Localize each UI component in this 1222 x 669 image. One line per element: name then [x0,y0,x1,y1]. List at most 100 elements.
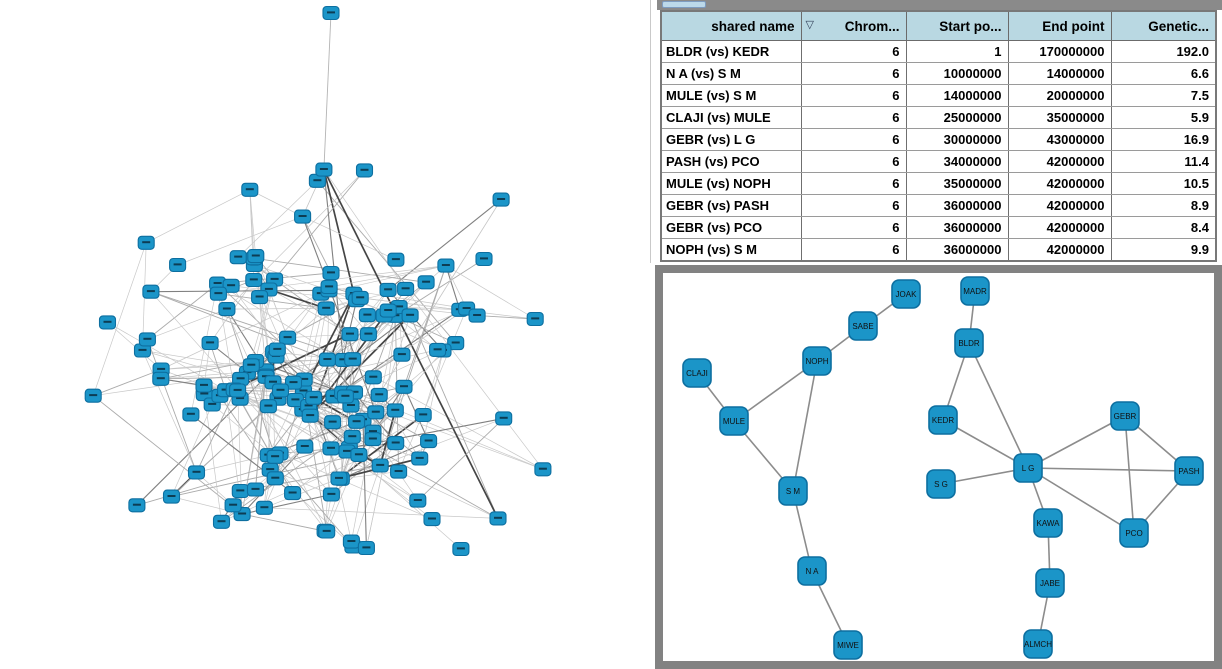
network-node[interactable] [379,282,397,297]
table-cell-chromosome[interactable]: 6 [800,128,907,151]
table-cell-shared-name[interactable]: CLAJI (vs) MULE [660,106,802,129]
network-node[interactable] [371,458,389,473]
table-cell-start-position[interactable]: 36000000 [905,194,1009,217]
network-edge[interactable] [302,216,332,274]
network-node[interactable] [409,493,427,508]
network-node[interactable] [294,209,312,224]
network-node[interactable] [271,383,290,398]
network-node[interactable] [182,407,200,422]
network-node[interactable] [266,449,284,464]
network-edge[interactable] [360,297,460,311]
table-cell-shared-name[interactable]: BLDR (vs) KEDR [660,40,802,63]
network-edge[interactable] [287,333,351,339]
network-node[interactable]: CLAJI [682,358,712,388]
network-edge[interactable] [274,456,354,547]
network-node[interactable] [296,439,314,454]
column-header-end-point[interactable]: End point [1007,10,1112,41]
table-cell-start-position[interactable]: 35000000 [905,172,1009,195]
network-node[interactable] [229,250,247,265]
network-edge[interactable] [150,289,330,293]
network-node[interactable] [284,375,303,390]
network-edge[interactable] [333,300,358,397]
network-edge[interactable] [264,478,340,509]
network-node[interactable] [324,415,342,430]
network-node[interactable]: KAWA [1033,508,1063,538]
network-node[interactable] [429,342,447,357]
network-node[interactable]: S G [926,469,956,499]
sub-network-canvas[interactable]: JOAK SABE NOPH CLAJI MULE S M N A MIWE MADR BLDR K… [663,273,1214,661]
network-node[interactable] [351,290,369,305]
network-node[interactable] [224,498,242,513]
table-cell-genetic[interactable]: 8.4 [1110,216,1217,239]
network-edge[interactable] [150,291,353,360]
table-cell-chromosome[interactable]: 6 [800,62,907,85]
table-row[interactable]: NOPH (vs) S M 6 36000000 42000000 9.9 [660,238,1217,262]
network-edge[interactable] [477,315,536,320]
table-cell-chromosome[interactable]: 6 [800,216,907,239]
network-node[interactable] [222,278,240,293]
network-node[interactable] [343,429,361,444]
table-row[interactable]: GEBR (vs) PASH 6 36000000 42000000 8.9 [660,194,1217,217]
network-edge[interactable] [226,308,327,310]
network-node[interactable] [370,387,388,402]
table-row[interactable]: GEBR (vs) PCO 6 36000000 42000000 8.4 [660,216,1217,239]
network-edge[interactable] [352,308,467,360]
network-node[interactable] [242,358,260,373]
network-node[interactable] [489,511,507,526]
network-edge[interactable] [792,360,818,492]
table-cell-genetic[interactable]: 9.9 [1110,238,1217,262]
table-cell-shared-name[interactable]: GEBR (vs) PASH [660,194,802,217]
table-cell-genetic[interactable]: 16.9 [1110,128,1217,151]
network-node[interactable] [320,279,338,295]
network-node[interactable] [364,432,382,447]
table-cell-shared-name[interactable]: PASH (vs) PCO [660,150,802,173]
network-node[interactable] [367,405,385,420]
network-node[interactable]: BLDR [954,328,984,358]
network-edge[interactable] [362,199,502,420]
network-node[interactable] [417,275,435,290]
table-row[interactable]: MULE (vs) S M 6 14000000 20000000 7.5 [660,84,1217,107]
network-edge[interactable] [237,390,343,394]
network-node[interactable] [437,258,455,273]
network-edge[interactable] [254,264,327,309]
network-node[interactable] [379,303,397,318]
network-node[interactable]: ALMCH [1023,629,1053,659]
table-row[interactable]: GEBR (vs) L G 6 30000000 43000000 16.9 [660,128,1217,151]
network-node[interactable] [420,434,438,449]
network-edge[interactable] [160,293,321,370]
network-edge[interactable] [287,299,357,339]
network-edge[interactable] [340,392,343,479]
table-cell-genetic[interactable]: 7.5 [1110,84,1217,107]
main-network-canvas[interactable] [0,0,652,669]
network-edge[interactable] [358,414,424,456]
network-edge[interactable] [405,288,544,470]
network-edge[interactable] [1124,415,1135,534]
table-cell-chromosome[interactable]: 6 [800,150,907,173]
table-cell-start-position[interactable]: 14000000 [905,84,1009,107]
table-cell-shared-name[interactable]: GEBR (vs) PCO [660,216,802,239]
network-node[interactable] [475,251,493,267]
table-cell-start-position[interactable]: 10000000 [905,62,1009,85]
network-edge[interactable] [146,339,197,473]
network-edge[interactable] [323,12,332,170]
network-node[interactable] [268,342,286,357]
network-node[interactable]: MADR [960,276,990,306]
network-edge[interactable] [255,370,267,490]
network-node[interactable] [364,370,382,385]
network-edge[interactable] [968,342,1029,469]
table-cell-genetic[interactable]: 192.0 [1110,40,1217,63]
network-node[interactable] [284,486,302,501]
network-edge[interactable] [226,308,276,457]
network-node[interactable] [423,512,441,527]
table-cell-end-point[interactable]: 170000000 [1007,40,1112,63]
network-edge[interactable] [209,342,227,391]
network-edge[interactable] [1027,415,1126,469]
network-node[interactable] [195,378,213,393]
network-edge[interactable] [302,216,377,413]
panel-tab[interactable] [662,1,706,8]
network-node[interactable]: S M [778,476,808,506]
column-header-start-position[interactable]: Start po... [905,10,1009,41]
network-node[interactable] [492,192,510,207]
network-edge[interactable] [279,453,433,520]
network-node[interactable] [395,379,413,394]
